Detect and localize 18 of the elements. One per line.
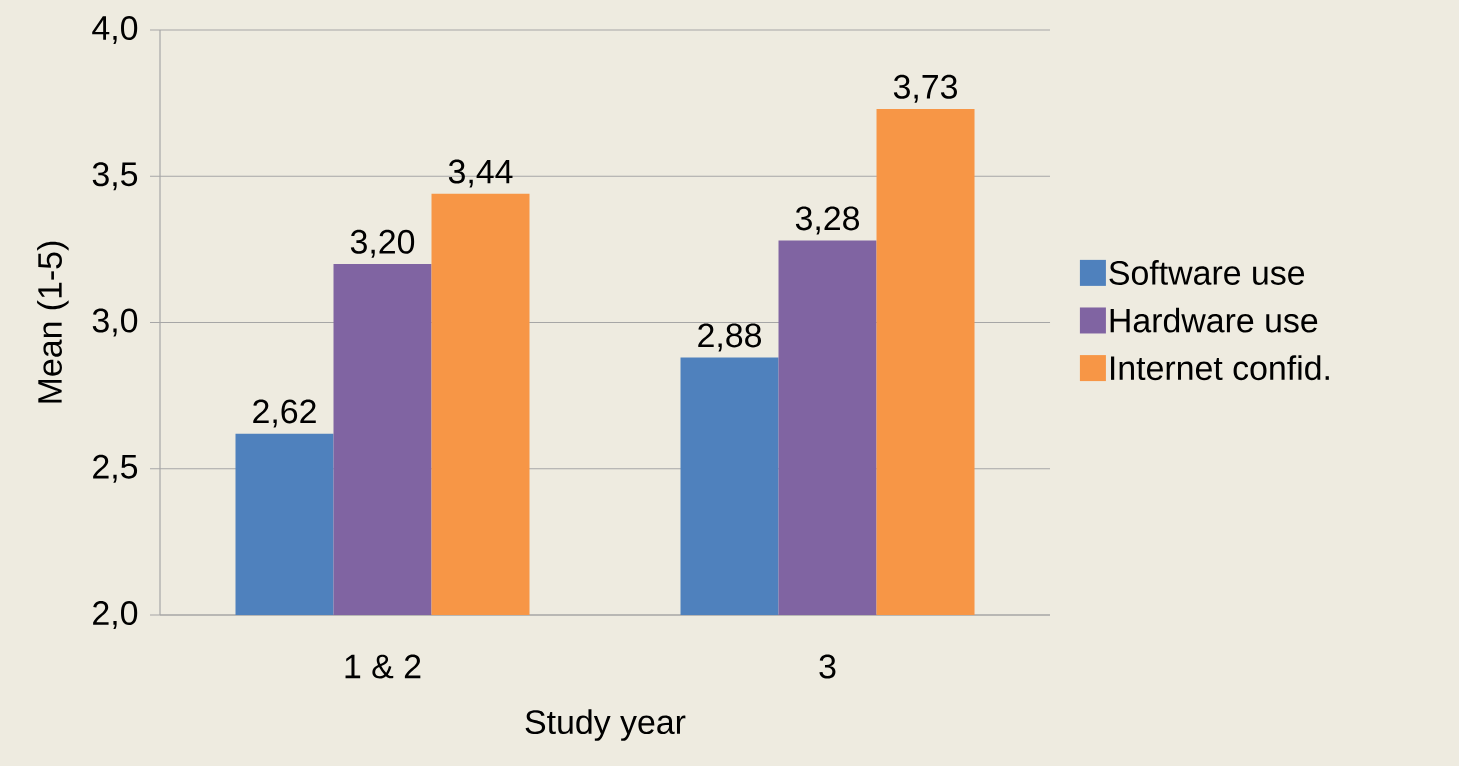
x-axis-title: Study year: [525, 709, 686, 741]
legend-label: Internet confid.: [1111, 355, 1329, 381]
data-label: 3,20: [350, 229, 415, 258]
x-tick-label: 1 & 2: [345, 654, 421, 679]
data-label: 2,62: [253, 399, 316, 428]
legend-label: Hardware use: [1110, 307, 1318, 333]
data-label: 3,44: [448, 159, 513, 188]
y-tick-label: 3,5: [92, 162, 138, 191]
x-tick-label: 3: [819, 654, 836, 679]
y-tick-label: 2,0: [93, 601, 138, 629]
data-label: 3,73: [893, 74, 957, 103]
y-axis-title: Mean (1-5): [37, 241, 69, 403]
data-label: 3,28: [795, 206, 860, 235]
data-label: 2,88: [698, 323, 762, 352]
legend-label: Software use: [1109, 260, 1305, 285]
y-tick-label: 4,0: [92, 15, 138, 44]
y-tick-label: 2,5: [93, 454, 138, 483]
y-tick-label: 3,0: [92, 308, 138, 337]
